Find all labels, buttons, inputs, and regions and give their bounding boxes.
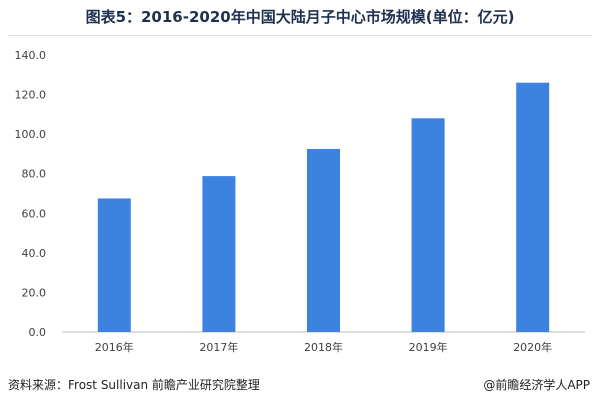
bar-chart: 0.0 20.0 40.0 60.0 80.0 100.0 120.0 140.0 2016年 2… xyxy=(15,49,585,354)
bar xyxy=(202,176,236,332)
y-tick-label: 80.0 xyxy=(22,168,47,181)
y-tick-label: 0.0 xyxy=(29,326,47,339)
bar xyxy=(411,118,445,332)
y-tick-label: 40.0 xyxy=(22,247,47,260)
bar xyxy=(516,82,550,332)
title-divider xyxy=(8,35,592,36)
y-tick-label: 20.0 xyxy=(22,286,47,299)
x-tick-label: 2020年 xyxy=(513,340,552,354)
bar xyxy=(97,198,131,332)
source-note: 资料来源：Frost Sullivan 前瞻产业研究院整理 xyxy=(8,378,260,392)
bar xyxy=(307,148,340,332)
chart-title: 图表5：2016-2020年中国大陆月子中心市场规模(单位：亿元) xyxy=(85,8,515,26)
x-tick-label: 2019年 xyxy=(409,340,448,354)
x-tick-label: 2017年 xyxy=(199,340,238,354)
x-tick-label: 2016年 xyxy=(95,340,134,354)
y-tick-label: 120.0 xyxy=(15,89,47,102)
credit-note: @前瞻经济学人APP xyxy=(483,378,590,392)
y-tick-label: 60.0 xyxy=(22,207,47,220)
y-tick-label: 140.0 xyxy=(15,49,47,62)
y-tick-label: 100.0 xyxy=(15,128,47,141)
x-tick-label: 2018年 xyxy=(304,340,343,354)
